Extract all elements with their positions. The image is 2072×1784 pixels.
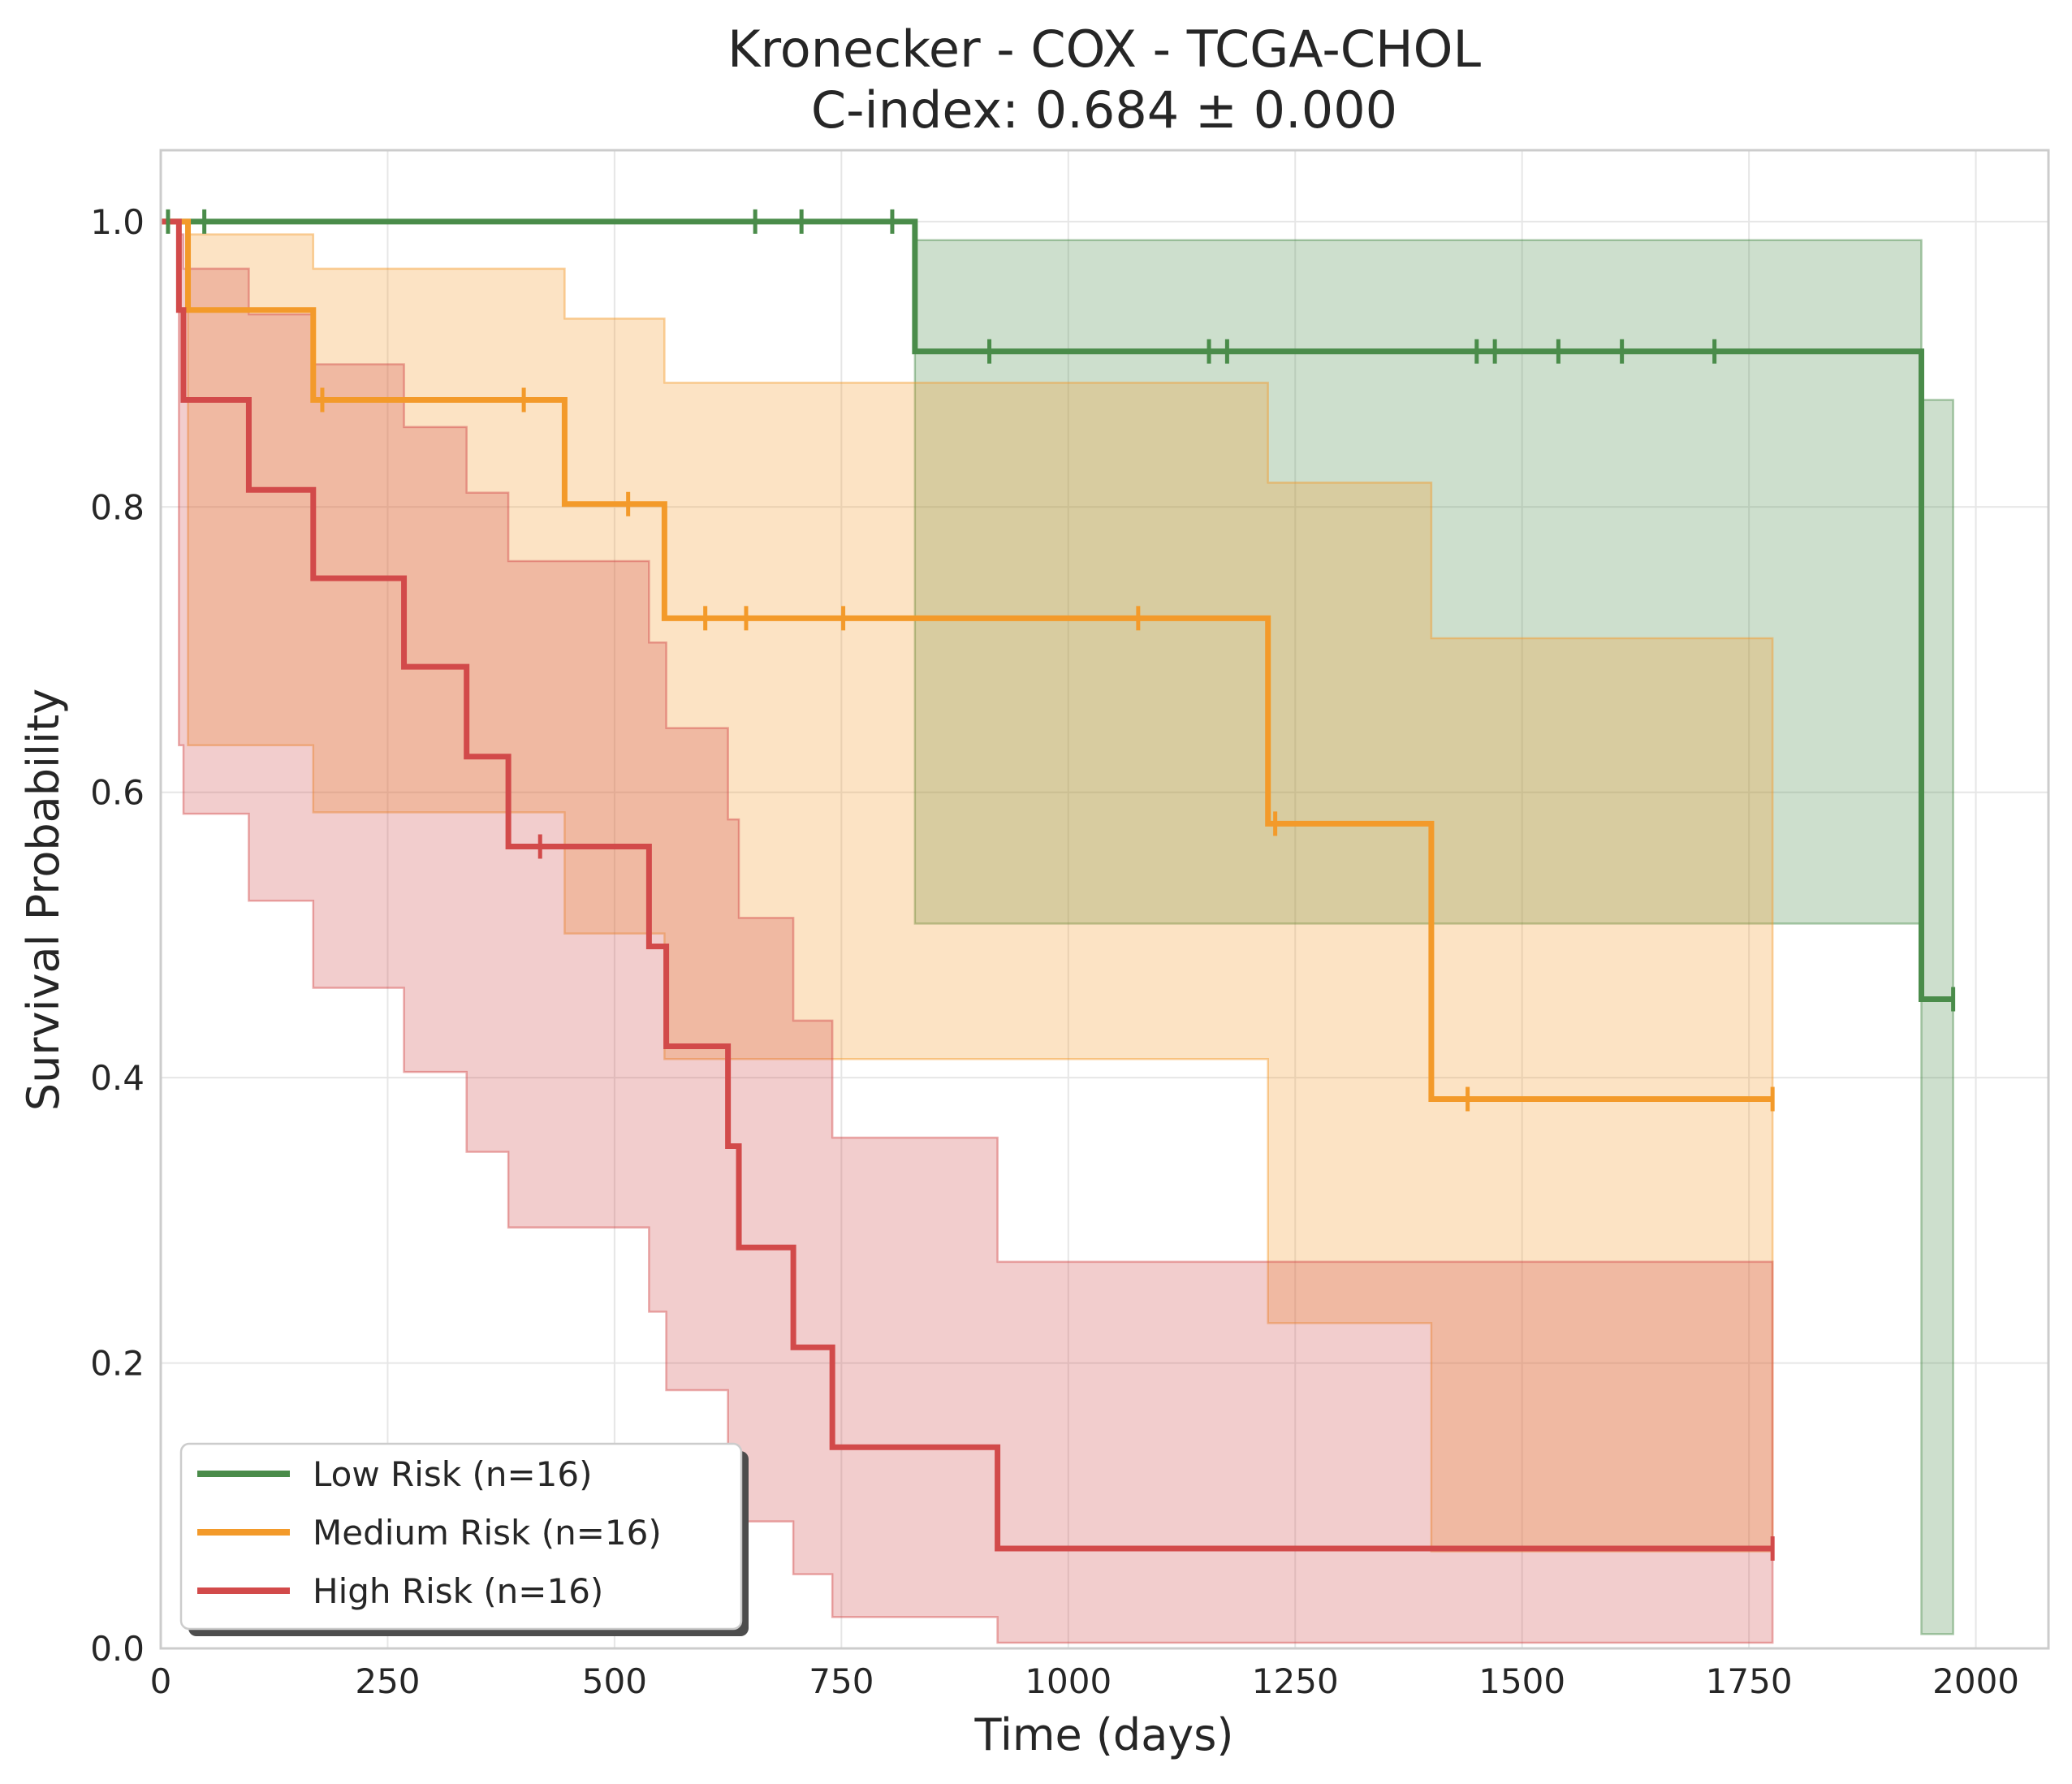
chart-title: Kronecker - COX - TCGA-CHOL bbox=[727, 19, 1481, 79]
y-tick-label: 0.6 bbox=[90, 773, 145, 813]
y-tick-label: 0.0 bbox=[90, 1629, 145, 1669]
y-tick-label: 1.0 bbox=[90, 202, 145, 242]
chart-subtitle: C-index: 0.684 ± 0.000 bbox=[811, 80, 1397, 140]
censor-marks bbox=[166, 209, 1956, 1561]
y-tick-label: 0.4 bbox=[90, 1058, 145, 1098]
x-tick-label: 1500 bbox=[1478, 1661, 1565, 1701]
legend: Low Risk (n=16) Medium Risk (n=16) High … bbox=[179, 1442, 749, 1636]
plot-frame bbox=[159, 149, 2050, 1650]
confidence-bands bbox=[161, 220, 1954, 1644]
grid bbox=[160, 150, 2048, 1649]
legend-label-high-risk: High Risk (n=16) bbox=[313, 1571, 603, 1611]
ci-band-high-risk bbox=[161, 220, 1774, 1644]
survival-curves bbox=[161, 218, 1953, 1552]
x-tick-label: 1750 bbox=[1706, 1661, 1793, 1701]
x-tick-label: 750 bbox=[809, 1661, 874, 1701]
y-tick-labels: 0.0 0.2 0.4 0.6 0.8 1.0 bbox=[90, 202, 145, 1669]
y-axis-label: Survival Probability bbox=[18, 689, 69, 1111]
km-curve-medium-risk bbox=[161, 218, 1773, 1102]
x-tick-label: 2000 bbox=[1932, 1661, 2019, 1701]
legend-box bbox=[179, 1442, 743, 1631]
x-tick-labels: 0 250 500 750 1000 1250 1500 1750 2000 bbox=[150, 1661, 2019, 1701]
x-tick-label: 500 bbox=[582, 1661, 647, 1701]
km-curve-high-risk bbox=[161, 218, 1773, 1552]
x-tick-label: 250 bbox=[355, 1661, 420, 1701]
legend-label-low-risk: Low Risk (n=16) bbox=[313, 1454, 593, 1494]
x-axis-label: Time (days) bbox=[974, 1709, 1234, 1760]
y-tick-label: 0.2 bbox=[90, 1344, 145, 1384]
y-tick-label: 0.8 bbox=[90, 487, 145, 527]
x-tick-label: 1250 bbox=[1252, 1661, 1339, 1701]
x-tick-label: 1000 bbox=[1025, 1661, 1112, 1701]
x-tick-label: 0 bbox=[150, 1661, 172, 1701]
legend-label-medium-risk: Medium Risk (n=16) bbox=[313, 1513, 662, 1553]
km-curve-low-risk bbox=[161, 218, 1953, 1002]
